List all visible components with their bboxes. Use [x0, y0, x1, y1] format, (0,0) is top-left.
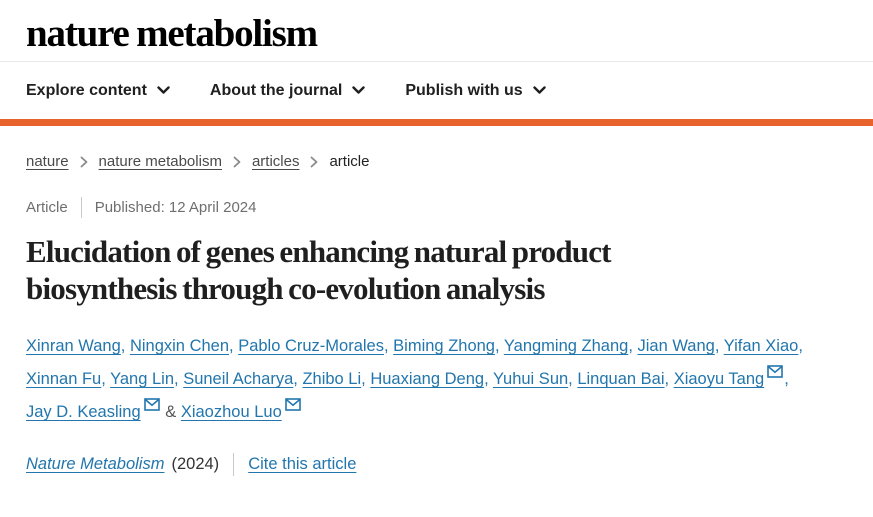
author-separator: ,: [568, 370, 578, 388]
author-link[interactable]: Pablo Cruz-Morales: [238, 337, 384, 355]
journal-logo[interactable]: nature metabolism: [26, 12, 318, 55]
author-separator: ,: [101, 370, 111, 388]
author-separator: ,: [120, 337, 130, 355]
author-link[interactable]: Biming Zhong: [393, 337, 495, 355]
author-separator: ,: [494, 337, 504, 355]
author-link[interactable]: Xinran Wang: [26, 337, 121, 355]
author-separator: ,: [174, 370, 184, 388]
chevron-right-icon: [310, 156, 318, 168]
meta-divider: [80, 197, 82, 218]
nav-item-about-the-journal[interactable]: About the journal: [209, 81, 366, 100]
author-separator: ,: [784, 370, 789, 388]
breadcrumb: nature nature metabolism articles article: [26, 153, 847, 170]
article-title-line1: Elucidation of genes enhancing natural p…: [26, 234, 612, 269]
published-date: Published: 12 April 2024: [94, 199, 257, 216]
article-title: Elucidation of genes enhancing natural p…: [26, 233, 847, 307]
author-separator: ,: [361, 370, 371, 388]
breadcrumb-item-articles[interactable]: articles: [251, 153, 300, 170]
author-list: Xinran Wang, Ningxin Chen, Pablo Cruz-Mo…: [26, 330, 847, 429]
breadcrumb-item-nature-metabolism[interactable]: nature metabolism: [98, 153, 222, 170]
nav-item-explore-content[interactable]: Explore content: [26, 82, 170, 100]
author-separator: ,: [628, 337, 638, 355]
chevron-down-icon: [157, 86, 170, 95]
nav-item-publish-with-us[interactable]: Publish with us: [405, 81, 546, 100]
chevron-down-icon: [352, 86, 366, 95]
author-link[interactable]: Suneil Acharya: [183, 370, 294, 388]
cite-this-article-link[interactable]: Cite this article: [248, 455, 357, 473]
author-separator: ,: [798, 337, 803, 355]
article-header: nature nature metabolism articles article A…: [0, 153, 873, 476]
article-title-line2: biosynthesis through co-evolution analys…: [26, 271, 545, 306]
author-separator: ,: [664, 370, 674, 388]
main-nav: Explore content About the journal Publish …: [0, 62, 873, 119]
author-separator: ,: [229, 337, 239, 355]
nav-item-label: About the journal: [209, 81, 343, 99]
author-link[interactable]: Yangming Zhang: [503, 337, 629, 355]
author-and-separator: &: [160, 403, 181, 421]
citation-year: (2024): [171, 455, 220, 473]
chevron-right-icon: [80, 156, 88, 168]
nav-item-label: Explore content: [26, 81, 147, 99]
author-separator: ,: [384, 337, 394, 355]
author-link[interactable]: Huaxiang Deng: [370, 370, 485, 388]
author-link[interactable]: Jian Wang: [637, 337, 715, 355]
header-divider: [0, 61, 873, 62]
author-separator: ,: [293, 370, 303, 388]
author-link[interactable]: Yuhui Sun: [492, 370, 569, 388]
accent-bar: [0, 119, 873, 126]
citation-line: Nature Metabolism (2024) Cite this artic…: [26, 453, 847, 476]
author-link[interactable]: Zhibo Li: [302, 370, 362, 388]
masthead: nature metabolism: [0, 0, 873, 61]
author-link[interactable]: Yang Lin: [110, 370, 175, 388]
author-link[interactable]: Linquan Bai: [577, 370, 665, 388]
author-link[interactable]: Jay D. Keasling: [26, 403, 141, 421]
citation-divider: [233, 453, 235, 476]
author-link[interactable]: Xinnan Fu: [26, 370, 102, 388]
envelope-icon[interactable]: [767, 365, 784, 378]
author-link[interactable]: Yifan Xiao: [723, 337, 799, 355]
article-meta: Article Published: 12 April 2024: [26, 197, 847, 218]
breadcrumb-item-article: article: [329, 153, 370, 170]
author-link[interactable]: Ningxin Chen: [129, 337, 230, 355]
author-link[interactable]: Xiaozhou Luo: [180, 403, 282, 421]
envelope-icon[interactable]: [284, 398, 301, 411]
breadcrumb-item-nature[interactable]: nature: [26, 153, 69, 170]
author-separator: ,: [714, 337, 724, 355]
envelope-icon[interactable]: [143, 398, 160, 411]
author-separator: ,: [484, 370, 493, 388]
chevron-right-icon: [233, 156, 241, 168]
author-link[interactable]: Xiaoyu Tang: [673, 370, 765, 388]
chevron-down-icon: [532, 86, 546, 95]
nav-item-label: Publish with us: [405, 81, 523, 99]
article-type-label: Article: [26, 199, 68, 216]
journal-link[interactable]: Nature Metabolism: [26, 455, 165, 473]
